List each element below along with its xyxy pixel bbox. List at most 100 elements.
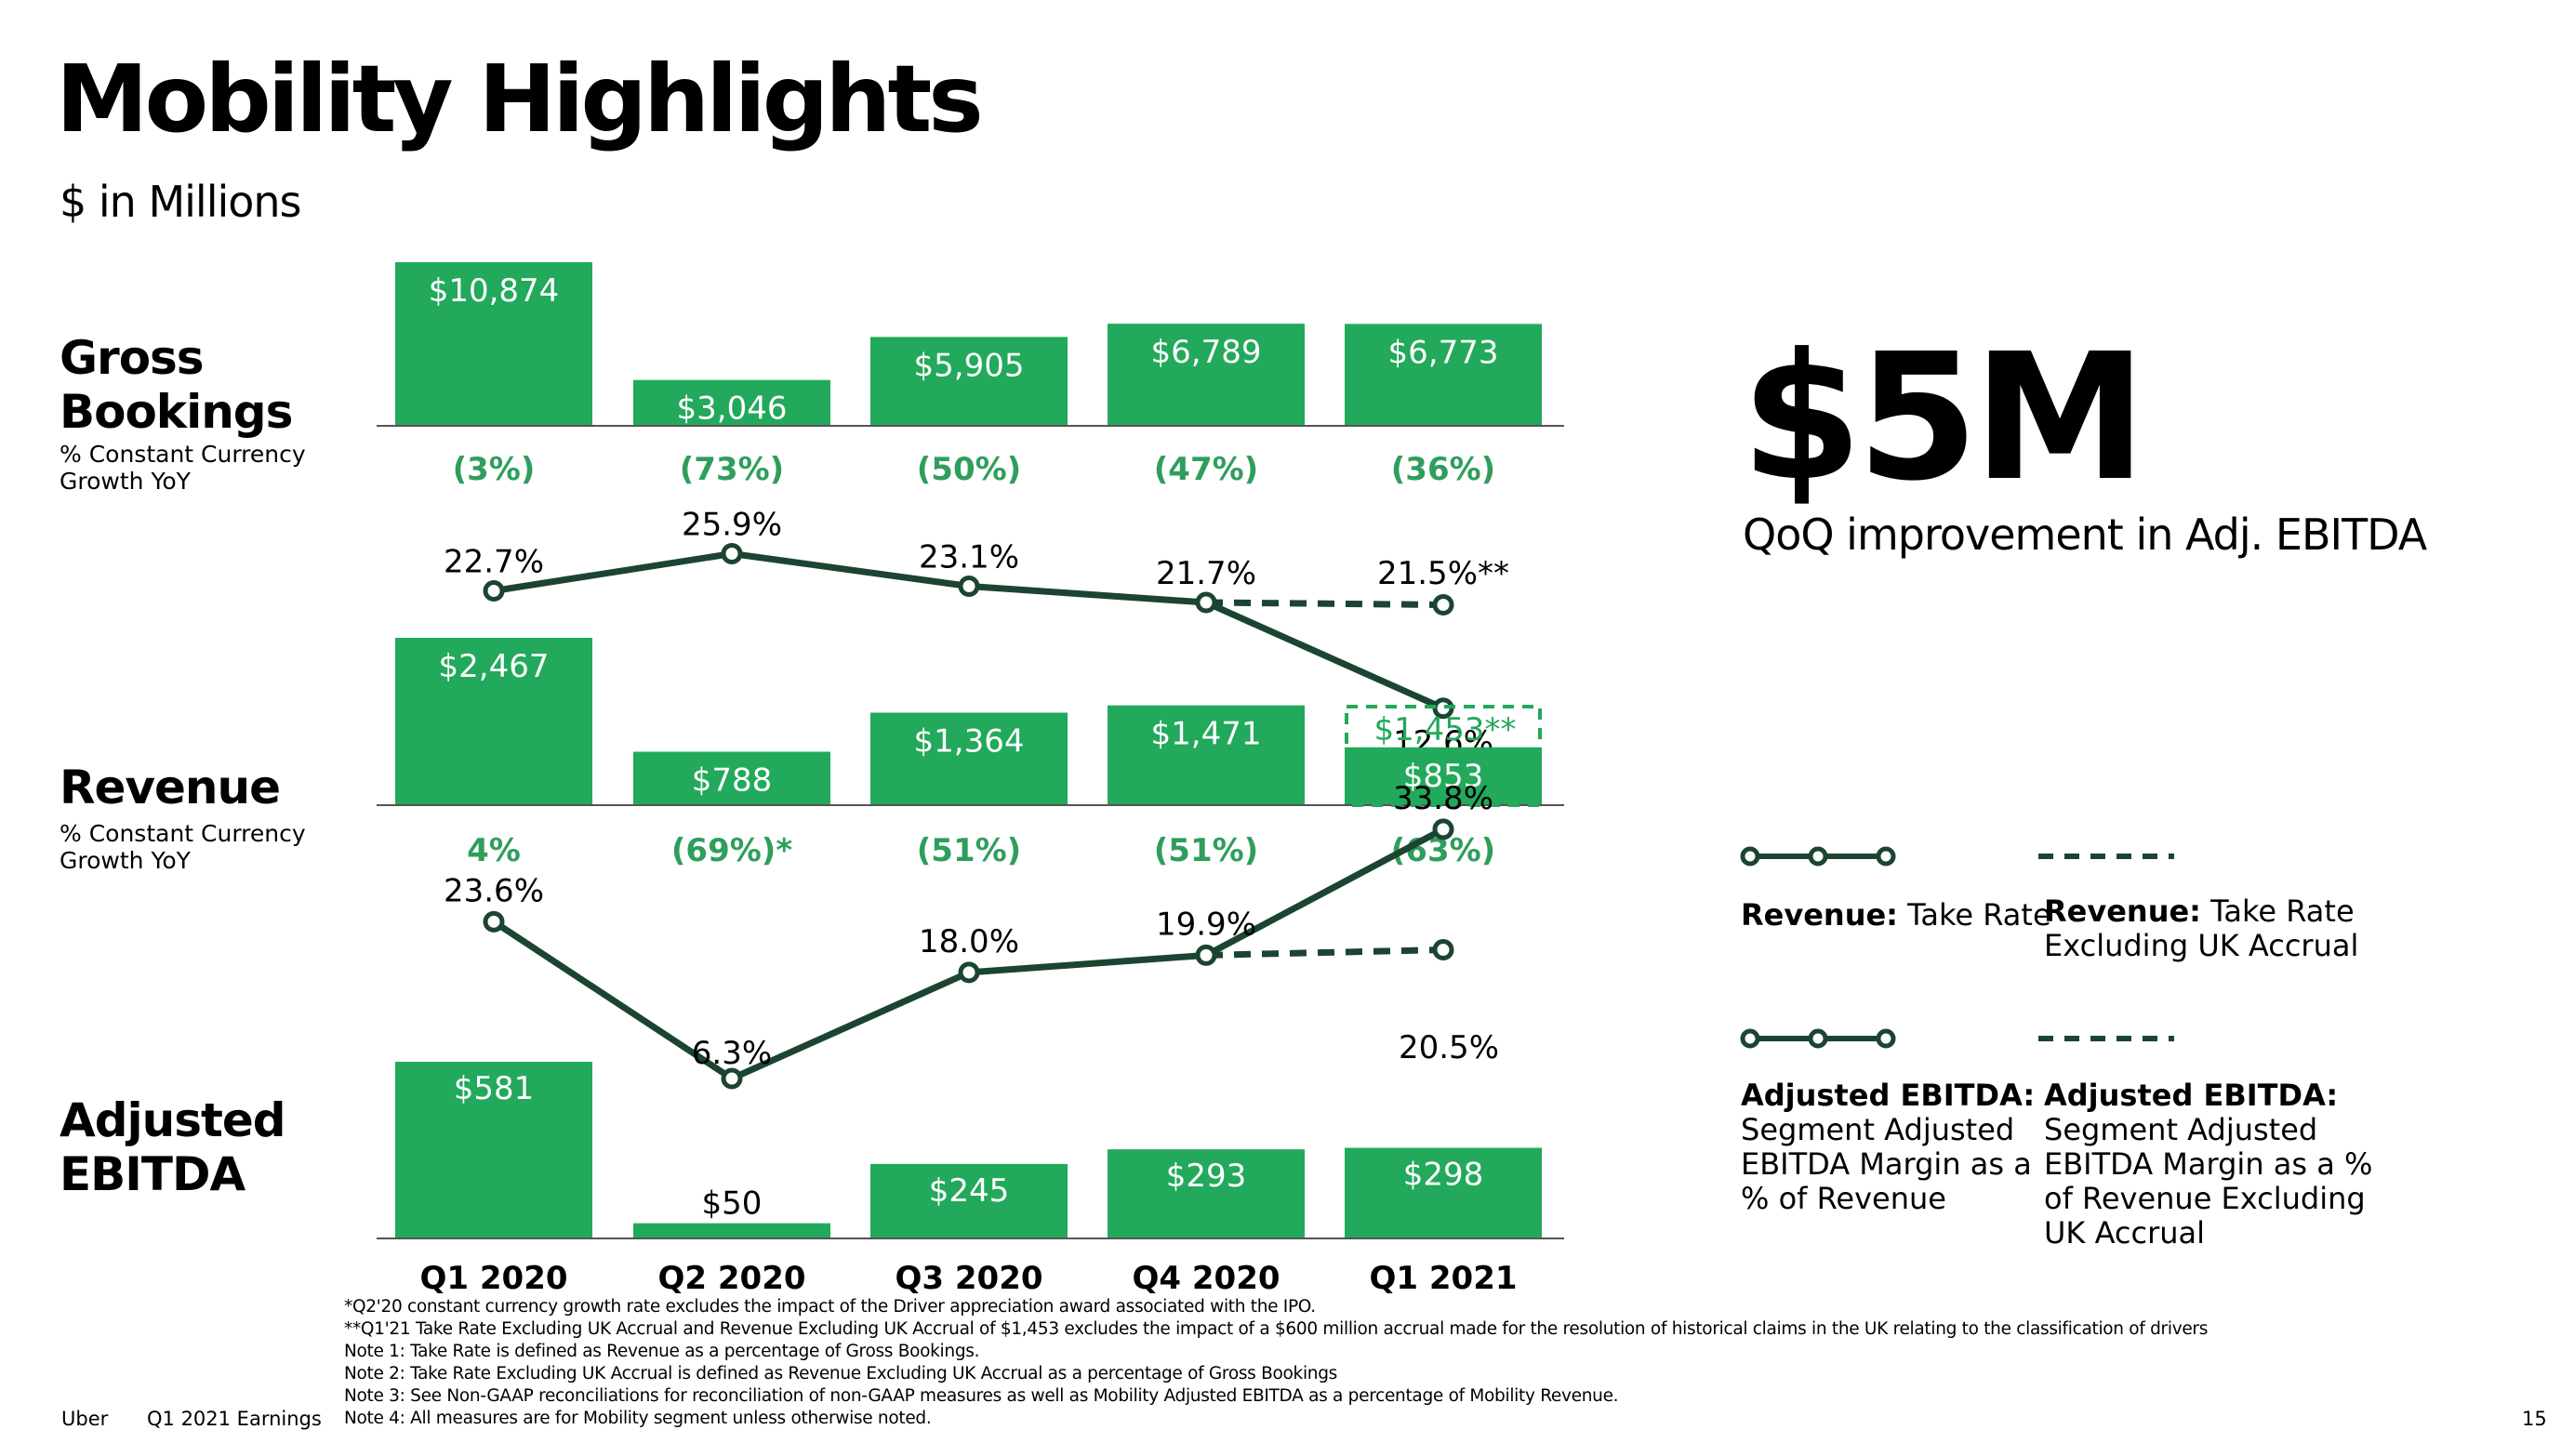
ebitda-margin-ex-uk-point-label: 20.5% [1399,1029,1499,1066]
ebitda-margin-point-label: 18.0% [919,923,1019,960]
adjusted-ebitda-label: Adjusted EBITDA [60,1093,286,1201]
revenue-value-label: $1,364 [914,722,1025,760]
legend-solid-line-icon-2 [1740,1028,1896,1049]
legend-margin-ex-uk-line4: UK Accrual [2044,1215,2206,1251]
revenue-bar [633,751,830,805]
gross-bookings-value-label: $3,046 [677,390,788,428]
gross-bookings-title-line2: Bookings [60,385,293,439]
legend-solid-line-icon [1740,846,1896,867]
revenue-bar [1345,747,1542,805]
gross-bookings-sub-line2: Growth YoY [60,468,191,495]
gross-bookings-growth-label: (47%) [1154,451,1258,488]
adjusted-ebitda-bar [395,1062,592,1238]
legend-take-rate-text: Take Rate [1897,897,2051,933]
ebitda-margin-point-label: 19.9% [1156,906,1256,943]
gross-bookings-title-line1: Gross [60,331,205,385]
category-label: Q1 2021 [1369,1260,1517,1297]
gross-bookings-sub-line1: % Constant Currency [60,441,306,468]
revenue-bar [395,638,592,805]
gross-bookings-bar [870,337,1068,426]
adjusted-ebitda-value-label: $581 [454,1070,535,1107]
gross-bookings-value-label: $5,905 [914,347,1025,384]
page-subtitle: $ in Millions [60,177,302,227]
gross-bookings-value-label: $6,773 [1388,334,1499,371]
legend-margin-ex-uk-line3: of Revenue Excluding [2044,1181,2366,1216]
gross-bookings-label: Gross Bookings % Constant Currency Growt… [60,331,306,495]
legend-take-rate-ex-uk-text: Take Rate [2200,893,2355,929]
gross-bookings-growth-label: (3%) [453,451,536,488]
gross-bookings-bar [1108,324,1305,426]
legend-dashed-line-icon [2038,854,2174,859]
legend-margin-line2: EBITDA Margin as a [1741,1146,2032,1182]
revenue-value-label: $788 [692,762,773,800]
legend-take-rate-ex-uk-line2: Excluding UK Accrual [2044,928,2359,963]
revenue-value-label: $2,467 [439,648,550,685]
legend-margin: Adjusted EBITDA: Segment Adjusted EBITDA… [1741,1079,2035,1216]
adjusted-ebitda-bar [1108,1149,1305,1238]
footer-deck: Q1 2021 Earnings [147,1408,322,1430]
gross-bookings-value-label: $10,874 [429,272,560,310]
take-rate-point-label: 25.9% [682,507,782,544]
ebitda-margin-point-label: 6.3% [692,1035,772,1072]
revenue-title: Revenue [60,761,281,814]
footnote-1: *Q2'20 constant currency growth rate exc… [344,1297,1316,1317]
ebitda-margin-point [483,910,505,933]
footer-brand: Uber [61,1408,109,1430]
revenue-growth-label: (51%) [917,832,1021,869]
legend-margin-ex-uk: Adjusted EBITDA: Segment Adjusted EBITDA… [2044,1079,2372,1251]
gross-bookings-bar [633,379,830,426]
revenue-growth-label: 4% [467,832,521,869]
legend-margin-ex-uk-line2: EBITDA Margin as a % [2044,1146,2373,1182]
revenue-value-label: $1,471 [1151,716,1262,753]
adjusted-ebitda-value-label: $245 [929,1172,1010,1210]
footnote-4: Note 2: Take Rate Excluding UK Accrual i… [344,1364,1337,1383]
highlight-value: $5M [1741,316,2147,520]
ebitda-margin-point [1432,818,1454,841]
take-rate-point-label: 23.1% [919,539,1019,576]
legend-margin-line1: Segment Adjusted [1741,1112,2015,1147]
ebitda-margin-ex-uk-dashed-line [1205,946,1444,959]
adjusted-ebitda-title-line1: Adjusted [60,1093,286,1147]
footnote-6: Note 4: All measures are for Mobility se… [344,1409,932,1428]
gross-bookings-value-label: $6,789 [1151,334,1262,371]
ebitda-margin-point [958,961,980,984]
take-rate-point [721,543,743,564]
legend-take-rate-bold: Revenue: [1741,897,1898,933]
legend-margin-ex-uk-line1: Segment Adjusted [2044,1112,2318,1147]
revenue-bar [870,712,1068,805]
ebitda-margin-point-label: 23.6% [444,872,544,909]
revenue-growth-label: (51%) [1154,832,1258,869]
legend-take-rate-ex-uk-bold: Revenue: [2044,893,2201,929]
take-rate-point [958,576,980,597]
ebitda-margin-point [1195,944,1217,966]
adjusted-ebitda-value-label: $298 [1403,1157,1484,1194]
category-label: Q2 2020 [657,1260,805,1297]
take-rate-point [483,580,505,602]
legend-take-rate-ex-uk: Revenue: Take Rate Excluding UK Accrual [2044,894,2358,963]
category-label: Q4 2020 [1132,1260,1280,1297]
footnote-5: Note 3: See Non-GAAP reconciliations for… [344,1386,1619,1406]
take-rate-ex-uk-point [1432,594,1454,615]
ebitda-margin-point [721,1067,743,1090]
adjusted-ebitda-bar [870,1163,1068,1238]
gross-bookings-growth-label: (73%) [680,451,784,488]
take-rate-ex-uk-dashed-line [1205,599,1444,608]
legend-margin-bold: Adjusted EBITDA: [1741,1078,2036,1113]
adjusted-ebitda-bar [1345,1147,1542,1238]
adjusted-ebitda-title-line2: EBITDA [60,1147,245,1201]
adjusted-ebitda-value-label: $293 [1166,1158,1247,1195]
category-label: Q1 2020 [419,1260,567,1297]
page-title: Mobility Highlights [56,45,984,153]
gross-bookings-growth-label: (50%) [917,451,1021,488]
revenue-value-label: $853 [1403,758,1484,795]
legend-margin-ex-uk-bold: Adjusted EBITDA: [2044,1078,2339,1113]
adjusted-ebitda-bar [633,1223,830,1238]
revenue-ex-uk-dashed-bar [1345,704,1542,808]
take-rate-ex-uk-point-label: 21.5%** [1377,555,1509,592]
ebitda-margin-ex-uk-point [1432,939,1454,961]
gross-bookings-bar [1345,324,1542,426]
revenue-sub-line1: % Constant Currency [60,820,306,847]
footer-page-number: 15 [2522,1408,2547,1430]
